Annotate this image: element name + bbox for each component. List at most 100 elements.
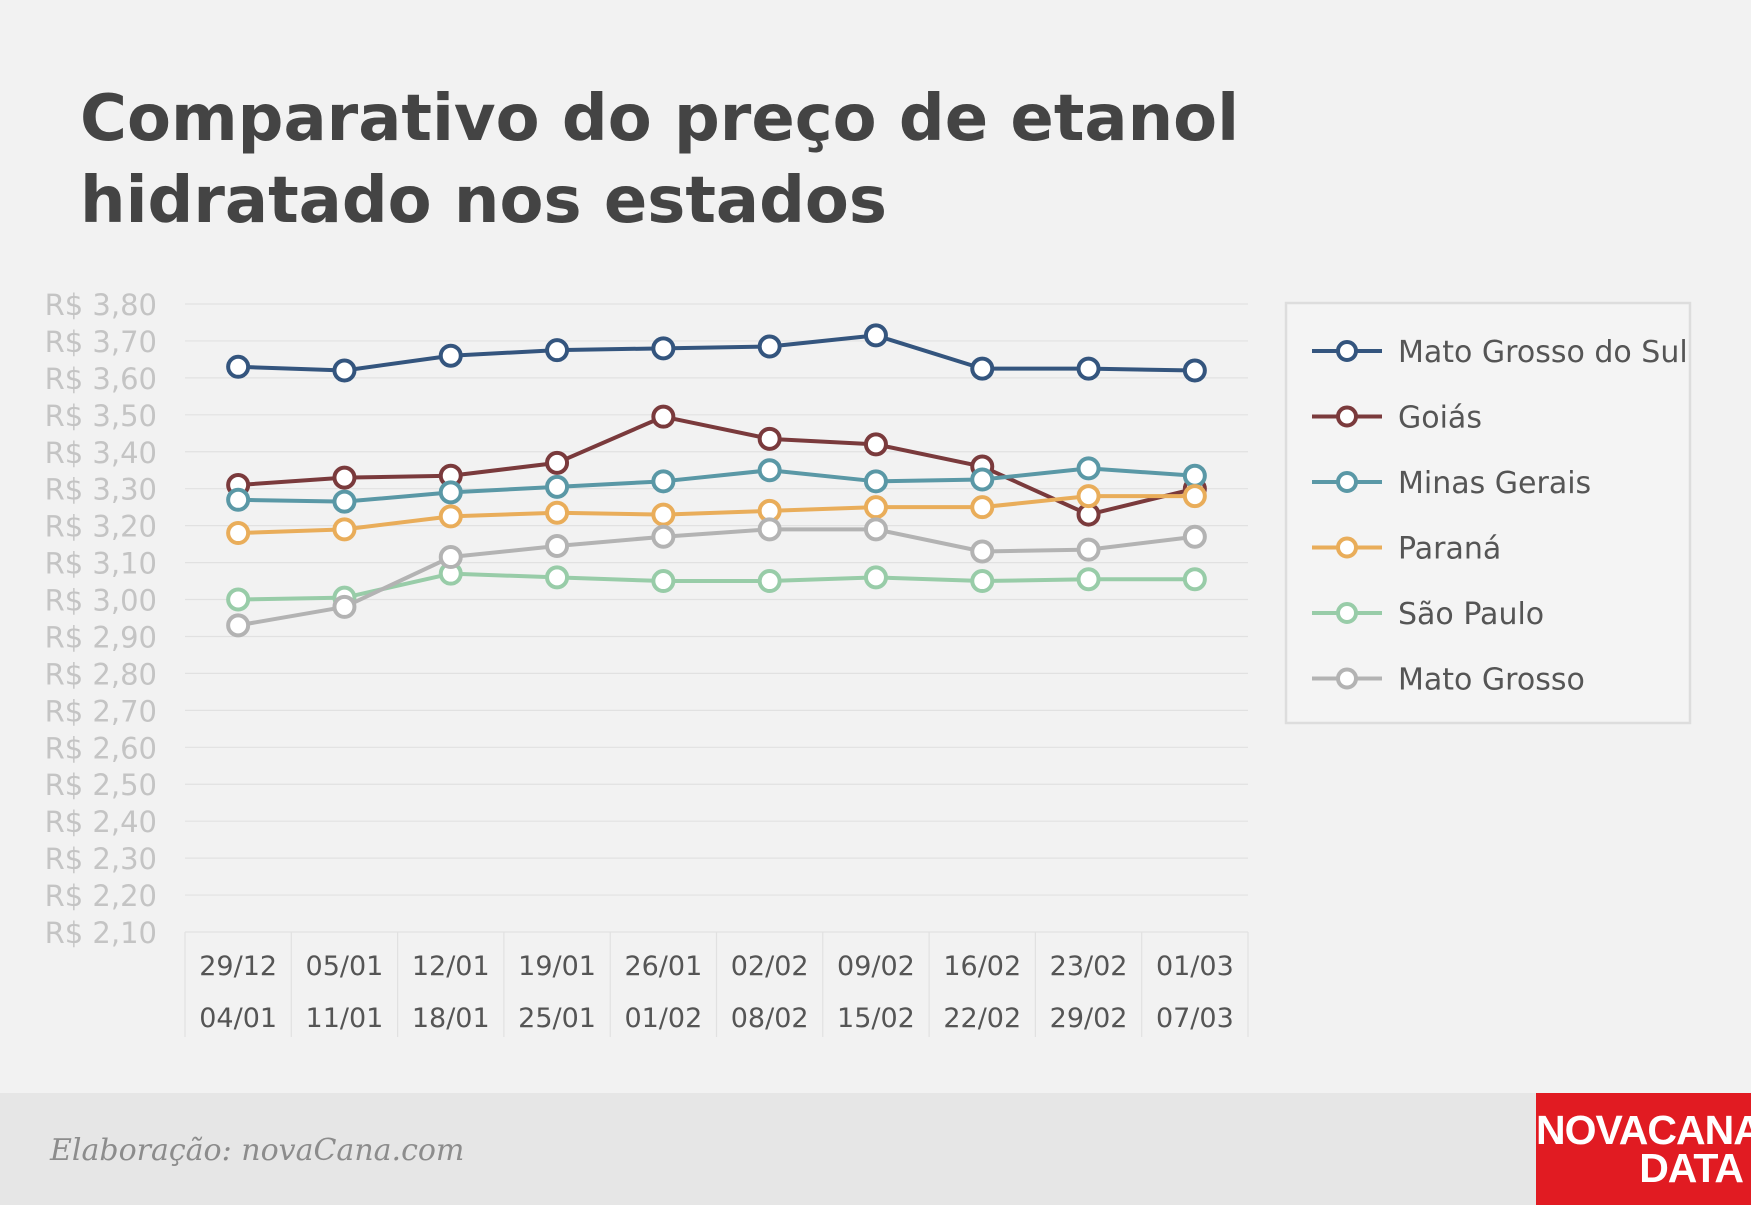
data-point (438, 480, 463, 505)
legend-box (1284, 301, 1692, 725)
y-tick-label: R$ 2,10 (45, 916, 157, 950)
y-tick-label: R$ 3,00 (45, 584, 157, 618)
series-sao-paulo (226, 561, 1207, 612)
data-point (1182, 358, 1207, 383)
data-point (757, 569, 782, 594)
series-mato-grosso-do-sul (226, 323, 1207, 383)
data-point (1076, 537, 1101, 562)
y-tick-label: R$ 2,90 (45, 620, 157, 654)
series-mato-grosso (226, 517, 1207, 638)
legend-label: Minas Gerais (1398, 466, 1591, 501)
x-tick-label: 04/01 (199, 1003, 277, 1034)
series-line (238, 333, 1195, 373)
data-point (757, 426, 782, 451)
y-tick-label: R$ 3,60 (45, 362, 157, 396)
x-tick-label: 02/02 (731, 951, 809, 982)
data-point (651, 524, 676, 549)
novacana-data-logo: NOVACANA DATA (1536, 1093, 1751, 1205)
y-axis: R$ 2,10R$ 2,20R$ 2,30R$ 2,40R$ 2,50R$ 2,… (45, 288, 157, 950)
data-point (651, 569, 676, 594)
y-tick-label: R$ 3,70 (45, 325, 157, 359)
chart-grid (185, 303, 1248, 933)
legend-label: Mato Grosso (1398, 663, 1585, 698)
data-point (970, 356, 995, 381)
x-tick-label: 01/02 (624, 1003, 702, 1034)
data-point (863, 432, 888, 457)
data-point (332, 517, 357, 542)
chart-series (226, 323, 1207, 638)
x-tick-label: 11/01 (306, 1003, 384, 1034)
data-point (970, 495, 995, 520)
y-tick-label: R$ 3,30 (45, 473, 157, 507)
y-tick-label: R$ 3,80 (45, 288, 157, 322)
x-tick-label: 01/03 (1156, 951, 1234, 982)
series-line (238, 414, 1196, 517)
line-chart: R$ 2,10R$ 2,20R$ 2,30R$ 2,40R$ 2,50R$ 2,… (45, 288, 1692, 1037)
x-tick-label: 09/02 (837, 951, 915, 982)
data-point (226, 521, 251, 546)
y-tick-label: R$ 2,30 (45, 842, 157, 876)
series-parana (226, 484, 1207, 546)
data-point (863, 469, 888, 494)
data-point (1182, 484, 1207, 509)
legend-marker (1336, 340, 1358, 362)
x-tick-label: 25/01 (518, 1003, 596, 1034)
data-point (863, 495, 888, 520)
x-tick-label: 07/03 (1156, 1003, 1234, 1034)
data-point (545, 338, 570, 363)
data-point (545, 500, 570, 525)
data-point (1076, 456, 1101, 481)
data-point (757, 458, 782, 483)
logo-line-2: DATA (1639, 1145, 1744, 1191)
series-line (238, 466, 1195, 504)
y-tick-label: R$ 2,70 (45, 694, 157, 728)
legend-marker (1336, 471, 1358, 493)
series-line (238, 571, 1195, 602)
y-tick-label: R$ 2,40 (45, 805, 157, 839)
data-point (863, 517, 888, 542)
data-point (1182, 567, 1207, 592)
x-tick-label: 18/01 (412, 1003, 490, 1034)
data-point (863, 323, 888, 348)
data-point (438, 504, 463, 529)
logo-line-1: NOVACANA (1536, 1107, 1751, 1153)
data-point (226, 487, 251, 512)
data-point (651, 336, 676, 361)
data-point (970, 539, 995, 564)
data-point (545, 474, 570, 499)
x-tick-label: 26/01 (624, 951, 702, 982)
data-point (1076, 567, 1101, 592)
legend-label: Goiás (1398, 401, 1482, 436)
x-axis: 29/12 04/01 05/01 11/01 12/01 18/01 19/01 25/01… (184, 932, 1249, 1037)
data-point (332, 489, 357, 514)
legend-label: Mato Grosso do Sul (1398, 335, 1688, 370)
series-minas-gerais (226, 456, 1207, 514)
data-point (651, 469, 676, 494)
data-point (970, 569, 995, 594)
series-line (238, 494, 1195, 536)
data-point (1182, 463, 1207, 488)
data-point (226, 613, 251, 638)
data-point (651, 404, 676, 429)
series-goias (226, 404, 1207, 527)
y-tick-label: R$ 3,40 (45, 436, 157, 470)
data-point (545, 450, 570, 475)
data-point (545, 533, 570, 558)
y-tick-label: R$ 3,50 (45, 399, 157, 433)
data-point (1182, 524, 1207, 549)
y-tick-label: R$ 2,20 (45, 879, 157, 913)
footer: Elaboração: novaCana.com NOVACANA DATA (0, 1093, 1751, 1205)
x-tick-label: 16/02 (943, 951, 1021, 982)
x-tick-label: 23/02 (1050, 951, 1128, 982)
data-point (545, 565, 570, 590)
y-tick-label: R$ 2,60 (45, 731, 157, 765)
data-point (226, 354, 251, 379)
legend-label: Paraná (1398, 532, 1501, 567)
data-point (226, 587, 251, 612)
legend-marker (1336, 536, 1358, 559)
data-point (332, 594, 357, 619)
y-tick-label: R$ 2,50 (45, 768, 157, 802)
data-point (863, 565, 888, 590)
data-point (651, 502, 676, 527)
page-title: Comparativo do preço de etanol hidratado… (80, 82, 1240, 238)
